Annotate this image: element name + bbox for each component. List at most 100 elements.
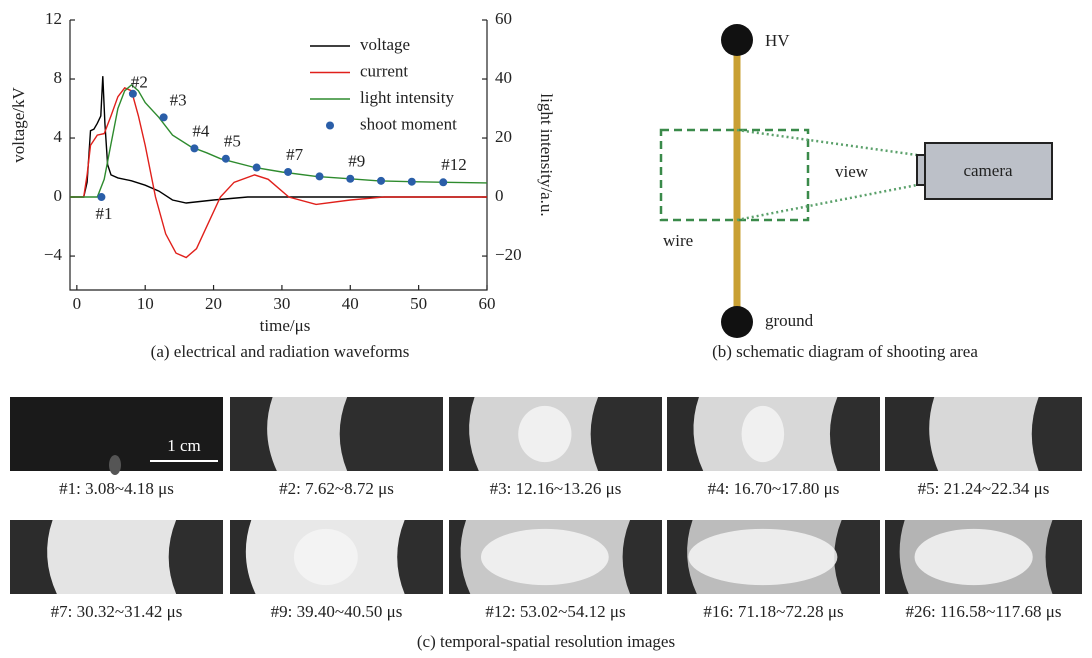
panel-caption: (b) schematic diagram of shooting area <box>712 342 978 361</box>
image-frame <box>449 397 662 471</box>
schematic: HV ground wire view camera (b) schematic… <box>659 24 1053 361</box>
data-line <box>70 83 488 198</box>
y-tick-label: −4 <box>44 245 63 264</box>
y2-tick-label: 60 <box>495 9 512 28</box>
shoot-point <box>346 174 355 183</box>
x-tick-label: 20 <box>205 294 222 313</box>
x-tick-label: 0 <box>73 294 82 313</box>
x-tick-label: 10 <box>137 294 154 313</box>
image-frame <box>449 520 662 594</box>
y2-tick-label: 40 <box>495 68 512 87</box>
y2-axis-label: light intensity/a.u. <box>537 93 556 216</box>
dark-region <box>449 520 471 594</box>
annotation: #9 <box>348 152 365 171</box>
panel-caption: (a) electrical and radiation waveforms <box>151 342 410 361</box>
view-ray <box>736 183 918 222</box>
view-area <box>659 128 810 222</box>
legend-label: shoot moment <box>360 114 457 133</box>
image-frame <box>667 397 880 471</box>
shoot-point <box>407 177 416 186</box>
y-tick-label: 12 <box>45 9 62 28</box>
dark-region <box>109 455 121 475</box>
x-tick-label: 60 <box>479 294 496 313</box>
scale-label: 1 cm <box>167 436 201 455</box>
dark-region <box>339 397 443 471</box>
bright-core <box>480 528 609 586</box>
image-frame <box>885 520 1082 594</box>
frame-caption: #2: 7.62~8.72 μs <box>279 479 394 498</box>
shoot-point <box>439 178 448 187</box>
dark-region <box>449 397 479 471</box>
dark-region <box>230 520 256 594</box>
dark-region <box>622 520 662 594</box>
frame-caption: #9: 39.40~40.50 μs <box>271 602 403 621</box>
y-tick-label: 8 <box>54 68 63 87</box>
dark-region <box>885 397 939 471</box>
y2-tick-label: −20 <box>495 245 522 264</box>
shoot-point <box>284 167 293 176</box>
y2-tick-label: 20 <box>495 127 512 146</box>
y-tick-label: 0 <box>54 186 63 205</box>
y-axis-label: voltage/kV <box>9 87 28 163</box>
dark-region <box>667 397 704 471</box>
ground-electrode <box>721 306 753 338</box>
view-ray <box>736 128 918 157</box>
image-frame: 1 cm <box>10 397 223 475</box>
image-frame <box>230 520 443 594</box>
y2-tick-label: 0 <box>495 186 504 205</box>
dark-region <box>168 520 223 594</box>
x-tick-label: 30 <box>273 294 290 313</box>
frame-caption: #12: 53.02~54.12 μs <box>485 602 625 621</box>
shoot-point <box>159 113 168 122</box>
legend-label: voltage <box>360 35 410 54</box>
data-line <box>70 87 487 259</box>
wire-label: wire <box>663 231 693 250</box>
annotation: #3 <box>170 90 187 109</box>
dark-region <box>1031 397 1082 471</box>
shoot-point <box>190 144 199 153</box>
image-frame <box>230 397 443 471</box>
data-line <box>70 76 487 204</box>
hv-electrode <box>721 24 753 56</box>
bright-core <box>741 405 785 463</box>
frame-caption: #3: 12.16~13.26 μs <box>490 479 622 498</box>
legend-marker <box>326 121 334 130</box>
dark-region <box>1045 520 1082 594</box>
x-tick-label: 50 <box>410 294 427 313</box>
legend-label: light intensity <box>360 88 454 107</box>
frame-caption: #7: 30.32~31.42 μs <box>51 602 183 621</box>
annotation: #4 <box>192 121 210 140</box>
camera-lens <box>916 154 926 186</box>
camera-body <box>924 142 1053 200</box>
shoot-point <box>221 154 230 163</box>
frame-caption: #1: 3.08~4.18 μs <box>59 479 174 498</box>
frame-caption: #5: 21.24~22.34 μs <box>918 479 1050 498</box>
annotation: #12 <box>441 155 467 174</box>
annotation: #1 <box>95 204 112 223</box>
bright-core <box>688 528 838 586</box>
image-frame <box>885 397 1082 471</box>
shoot-point <box>97 193 106 202</box>
shoot-point <box>377 176 386 185</box>
dark-region <box>885 520 909 594</box>
panel-caption: (c) temporal-spatial resolution images <box>417 632 675 651</box>
dark-region <box>10 520 57 594</box>
x-axis-label: time/μs <box>260 316 311 335</box>
annotation: #5 <box>224 132 241 151</box>
image-frame <box>667 520 880 594</box>
axis-frame <box>69 20 488 291</box>
bright-core <box>914 528 1033 586</box>
dark-region <box>829 397 880 471</box>
dark-region <box>230 397 277 471</box>
image-frame <box>10 520 223 594</box>
frame-caption: #26: 116.58~117.68 μs <box>906 602 1062 621</box>
dark-region <box>590 397 662 471</box>
annotation: #2 <box>131 73 148 92</box>
view-label: view <box>835 162 869 181</box>
dark-region <box>834 520 880 594</box>
shoot-point <box>315 172 324 181</box>
dark-region <box>397 520 443 594</box>
shoot-point <box>252 163 261 172</box>
hv-label: HV <box>765 31 790 50</box>
